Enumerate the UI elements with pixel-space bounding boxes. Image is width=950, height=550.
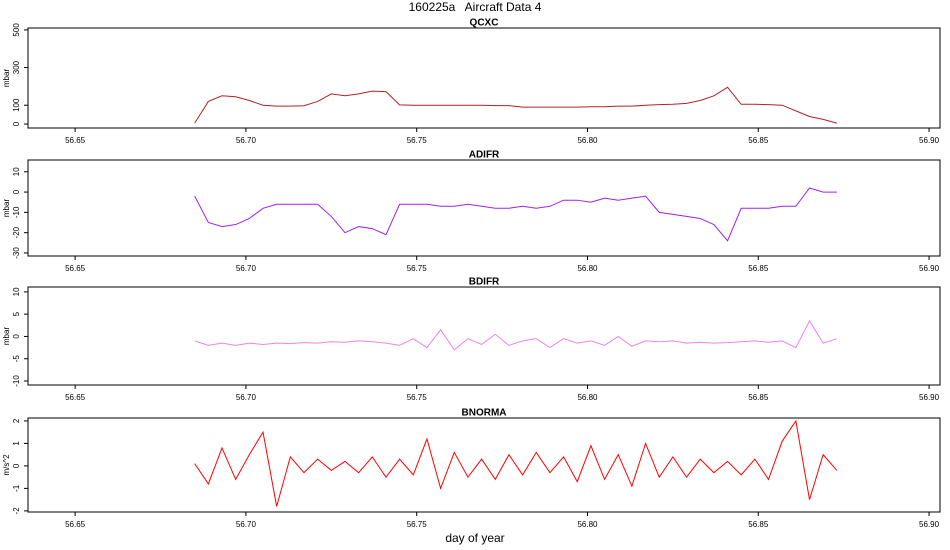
- x-axis-label: day of year: [445, 531, 504, 545]
- x-tick-label: 56.75: [407, 520, 428, 529]
- y-tick-label: -10: [12, 375, 21, 387]
- plot-frame: [27, 159, 941, 257]
- x-tick-label: 56.80: [577, 393, 598, 402]
- data-line: [194, 86, 837, 124]
- panel-title: QCXC: [470, 18, 499, 29]
- x-tick-label: 56.80: [577, 520, 598, 529]
- x-tick-label: 56.65: [65, 136, 86, 145]
- x-tick-label: 56.65: [65, 520, 86, 529]
- y-tick-label: 0: [12, 463, 21, 468]
- y-axis-label: m/s^2: [2, 454, 11, 476]
- x-tick-label: 56.65: [65, 264, 86, 273]
- y-tick-label: -10: [12, 206, 21, 218]
- x-tick-label: 56.90: [919, 136, 940, 145]
- data-line: [194, 319, 837, 351]
- x-tick-label: 56.70: [236, 520, 257, 529]
- x-tick-label: 56.85: [748, 520, 769, 529]
- x-tick-label: 56.65: [65, 393, 86, 402]
- y-tick-label: 0: [12, 189, 21, 194]
- x-tick-label: 56.85: [748, 264, 769, 273]
- x-tick-label: 56.70: [236, 136, 257, 145]
- y-tick-label: 0: [12, 334, 21, 339]
- x-tick-label: 56.70: [236, 264, 257, 273]
- data-line: [194, 419, 838, 507]
- y-tick-label: 10: [12, 167, 21, 176]
- y-tick-label: 5: [12, 311, 21, 316]
- y-tick-label: -1: [12, 484, 21, 492]
- panel-title: BDIFR: [469, 277, 500, 288]
- x-tick-label: 56.85: [748, 136, 769, 145]
- x-tick-label: 56.75: [407, 393, 428, 402]
- y-axis-label: mbar: [2, 69, 11, 88]
- plot-frame: [27, 286, 941, 386]
- panel-title: BNORMA: [462, 408, 507, 419]
- y-tick-label: 500: [12, 23, 21, 37]
- y-tick-label: 300: [12, 60, 21, 74]
- page-title: 160225a Aircraft Data 4: [409, 0, 542, 14]
- x-tick-label: 56.90: [919, 520, 940, 529]
- y-tick-label: -2: [12, 507, 21, 515]
- x-tick-label: 56.80: [577, 136, 598, 145]
- plot-frame: [27, 27, 941, 129]
- x-tick-label: 56.85: [748, 393, 769, 402]
- x-tick-label: 56.70: [236, 393, 257, 402]
- y-tick-label: 2: [12, 418, 21, 423]
- x-tick-label: 56.90: [919, 264, 940, 273]
- y-axis-label: mbar: [2, 327, 11, 346]
- y-tick-label: 100: [12, 98, 21, 112]
- y-tick-label: -5: [12, 355, 21, 363]
- y-axis-label: mbar: [2, 199, 11, 218]
- x-tick-label: 56.75: [407, 136, 428, 145]
- y-tick-label: -20: [12, 226, 21, 238]
- x-tick-label: 56.80: [577, 264, 598, 273]
- x-tick-label: 56.90: [919, 393, 940, 402]
- panel-title: ADIFR: [469, 150, 500, 161]
- x-tick-label: 56.75: [407, 264, 428, 273]
- y-tick-label: 10: [12, 287, 21, 296]
- y-tick-label: 1: [12, 441, 21, 446]
- y-tick-label: -30: [12, 247, 21, 259]
- y-tick-label: 0: [12, 121, 21, 126]
- data-line: [194, 187, 837, 242]
- plot-frame: [27, 417, 941, 513]
